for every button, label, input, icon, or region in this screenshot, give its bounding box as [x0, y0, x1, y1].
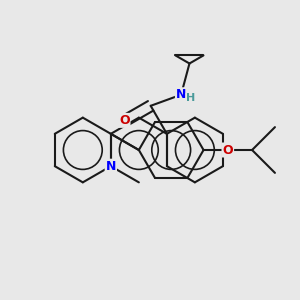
Text: H: H: [186, 94, 195, 103]
Text: O: O: [223, 143, 233, 157]
Text: N: N: [106, 160, 116, 173]
Text: O: O: [119, 114, 130, 127]
Text: N: N: [176, 88, 186, 101]
